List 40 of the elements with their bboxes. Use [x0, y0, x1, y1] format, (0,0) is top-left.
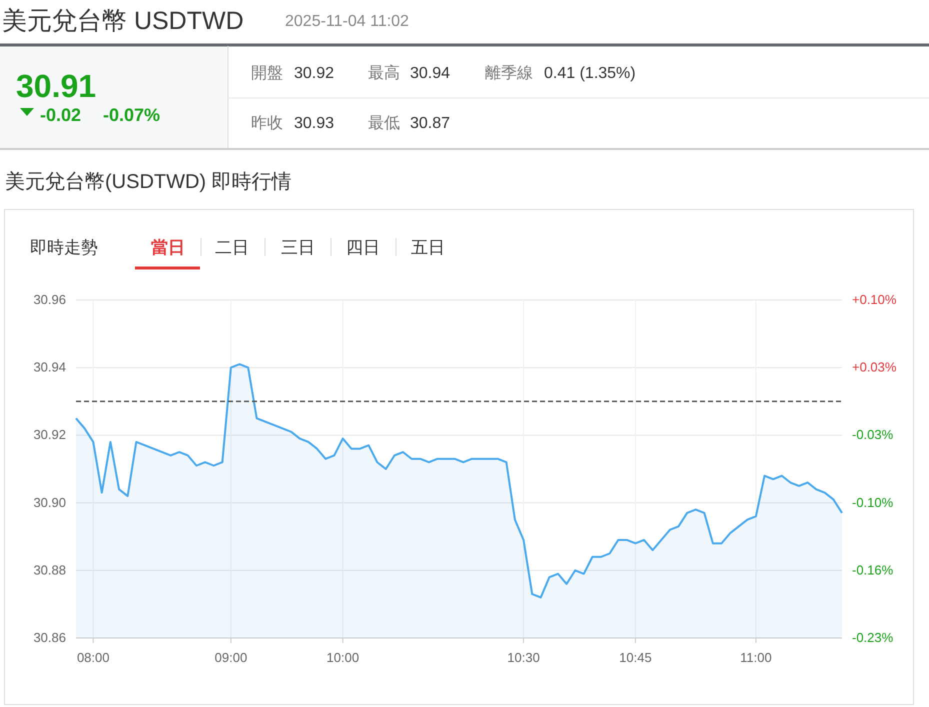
x-tick-label: 11:00 [740, 650, 772, 665]
text: 當日 [151, 238, 185, 257]
text: 0.41 (1.35%) [544, 65, 636, 82]
x-tick-label: 10:45 [619, 650, 652, 665]
text: 昨收 [251, 115, 283, 132]
y2-tick-label: -0.10% [852, 494, 894, 510]
text: 三日 [281, 238, 315, 257]
y2-tick-label: -0.23% [852, 630, 894, 645]
y2-tick-label: +0.03% [852, 360, 897, 375]
text: 二日 [215, 238, 249, 257]
y-tick-label: 30.92 [33, 427, 66, 442]
text: 30.91 [16, 68, 96, 104]
text: 2025-11-04 11:02 [285, 13, 410, 30]
y2-tick-label: -0.16% [852, 562, 894, 578]
y-tick-label: 30.90 [33, 494, 66, 510]
x-tick-label: 09:00 [214, 650, 248, 665]
text: 30.87 [410, 115, 450, 132]
x-tick-label: 08:00 [76, 650, 110, 665]
y-tick-label: 30.94 [33, 360, 66, 375]
y2-tick-label: +0.10% [852, 292, 897, 307]
text: 30.93 [294, 115, 334, 132]
text: 五日 [411, 238, 445, 257]
x-tick-label: 10:00 [326, 650, 360, 665]
text: -0.07% [103, 105, 160, 125]
y-tick-label: 30.86 [33, 630, 66, 645]
y-tick-label: 30.88 [33, 562, 66, 578]
text: 美元兌台幣 USDTWD [2, 7, 244, 35]
text: 開盤 [251, 64, 283, 82]
y-tick-label: 30.96 [33, 292, 66, 307]
x-tick-label: 10:30 [507, 650, 540, 665]
text: 離季線 [485, 64, 533, 82]
text: 30.92 [294, 65, 334, 82]
text: 最高 [368, 64, 400, 82]
text: 30.94 [410, 65, 450, 82]
chart-title: 美元兌台幣(USDTWD) 即時行情 [5, 170, 292, 193]
y2-tick-label: -0.03% [852, 427, 894, 442]
text: -0.02 [40, 105, 82, 125]
text: 即時走勢 [30, 238, 98, 257]
text: 最低 [368, 115, 400, 132]
text: 四日 [346, 238, 380, 257]
